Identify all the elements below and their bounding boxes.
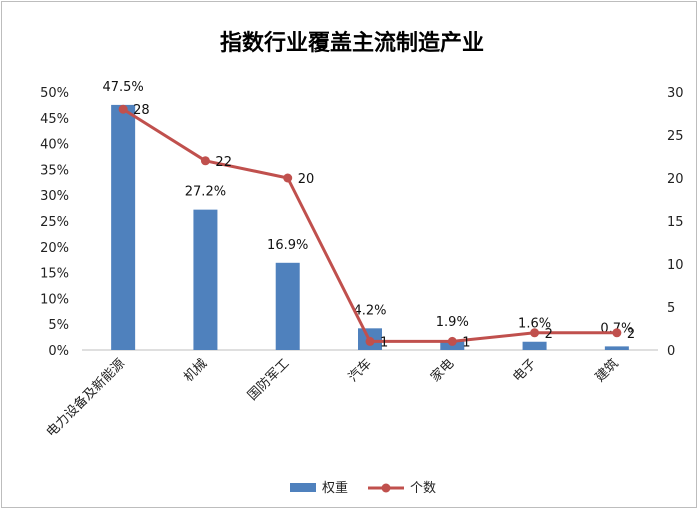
line-data-label: 22 <box>215 155 232 170</box>
left-tick-label: 40% <box>40 138 69 153</box>
line-data-label: 2 <box>545 327 553 342</box>
bar-data-label: 16.9% <box>267 238 308 253</box>
left-tick-label: 0% <box>48 344 69 359</box>
right-tick-label: 15 <box>667 215 684 230</box>
left-tick-label: 45% <box>40 112 69 127</box>
bar-data-label: 1.9% <box>436 315 469 330</box>
bar-data-labels: 47.5%27.2%16.9%4.2%1.9%1.6%0.7% <box>102 80 633 336</box>
bar-data-label: 4.2% <box>353 303 386 318</box>
count-marker <box>283 173 293 183</box>
left-tick-label: 30% <box>40 189 69 204</box>
legend: 权重 个数 <box>290 480 436 496</box>
left-tick-label: 50% <box>40 86 69 101</box>
line-data-label: 2 <box>627 327 635 342</box>
category-label: 家电 <box>427 356 457 386</box>
right-tick-label: 0 <box>667 344 675 359</box>
left-tick-label: 10% <box>40 292 69 307</box>
line-data-label: 20 <box>298 172 315 187</box>
category-label: 国防军工 <box>244 356 292 404</box>
right-tick-label: 30 <box>667 86 684 101</box>
category-label: 汽车 <box>345 356 375 386</box>
category-labels: 电力设备及新能源 机械 国防军工 汽车 家电 电子 建筑 <box>43 356 622 441</box>
legend-label-weight: 权重 <box>322 480 348 496</box>
left-tick-label: 5% <box>48 318 69 333</box>
legend-swatch-count-marker <box>381 483 391 493</box>
bar-series <box>111 104 629 351</box>
bar <box>522 341 547 350</box>
count-marker <box>530 328 540 338</box>
category-label: 机械 <box>181 356 210 385</box>
chart-title: 指数行业覆盖主流制造产业 <box>220 30 484 56</box>
bar <box>604 346 629 350</box>
left-axis: 0% 5% 10% 15% 20% 25% 30% 35% 40% 45% 50% <box>40 86 69 359</box>
bar <box>275 262 300 350</box>
right-tick-label: 10 <box>667 258 684 273</box>
count-marker <box>612 328 622 338</box>
bar-data-label: 47.5% <box>102 80 143 95</box>
count-marker <box>447 336 457 346</box>
left-tick-label: 25% <box>40 215 69 230</box>
bar <box>111 104 136 351</box>
left-tick-label: 35% <box>40 163 69 178</box>
category-label: 电力设备及新能源 <box>43 356 128 441</box>
line-data-label: 1 <box>380 335 388 350</box>
line-series <box>118 104 622 346</box>
count-marker <box>365 336 375 346</box>
bar-data-label: 27.2% <box>185 185 226 200</box>
right-tick-label: 25 <box>667 129 684 144</box>
bar-data-label: 1.6% <box>518 317 551 332</box>
line-data-label: 28 <box>133 103 150 118</box>
right-axis: 0 5 10 15 20 25 30 <box>667 86 684 359</box>
right-tick-label: 20 <box>667 172 684 187</box>
legend-label-count: 个数 <box>410 481 436 496</box>
legend-swatch-weight <box>290 483 316 492</box>
line-data-label: 1 <box>462 335 470 350</box>
count-marker <box>118 104 128 114</box>
right-tick-label: 5 <box>667 301 675 316</box>
left-tick-label: 15% <box>40 267 69 282</box>
count-marker <box>200 156 210 166</box>
category-label: 电子 <box>510 356 539 385</box>
bar <box>193 209 218 350</box>
category-label: 建筑 <box>592 356 622 386</box>
left-tick-label: 20% <box>40 241 69 256</box>
